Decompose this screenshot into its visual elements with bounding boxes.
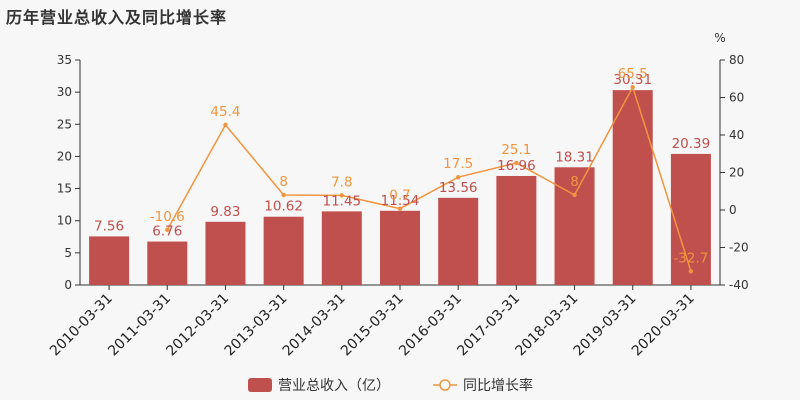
line-data-label: 17.5 [443, 156, 473, 172]
bar-data-label: 9.83 [210, 204, 240, 220]
line-data-label: 0.7 [389, 188, 410, 204]
bar-data-label: 16.96 [497, 158, 536, 174]
legend-bar-label: 营业总收入（亿） [278, 378, 390, 394]
bar [496, 175, 537, 285]
bar-data-label: 13.56 [439, 180, 478, 196]
line-data-label: 25.1 [501, 142, 531, 158]
line-data-label: 65.5 [618, 66, 648, 82]
bar-data-label: 11.54 [381, 193, 420, 209]
bar [321, 211, 362, 285]
bar-data-label: 30.31 [613, 72, 652, 88]
y-right-tick-label: 60 [729, 91, 744, 105]
bar [89, 236, 130, 285]
line-data-label: 7.8 [331, 174, 352, 190]
bar [612, 90, 653, 286]
growth-line [166, 85, 692, 272]
bar [263, 216, 304, 285]
x-tick-label: 2020-03-31 [629, 291, 698, 360]
y-right-tick-label: 80 [729, 53, 744, 67]
bar-data-label: 11.45 [322, 193, 361, 209]
y-right-tick-label: -40 [729, 278, 749, 292]
y-left-tick-label: 10 [57, 214, 72, 228]
bar [670, 153, 711, 285]
y-right-tick-label: 0 [729, 203, 737, 217]
line-data-label: 45.4 [210, 104, 240, 120]
line-point [165, 227, 170, 233]
bar-data-label: 6.76 [152, 224, 182, 240]
line-data-label: 8 [570, 174, 579, 190]
bar [205, 221, 246, 285]
line-point [630, 84, 635, 90]
y-left-tick-label: 35 [57, 53, 72, 67]
line-point [281, 192, 286, 198]
bar [380, 210, 420, 285]
legend-line-marker [439, 379, 451, 391]
y-right-unit: % [714, 31, 725, 45]
line-point [688, 269, 694, 274]
y-left-tick-label: 30 [57, 85, 72, 99]
line-point [397, 206, 403, 211]
y-left-tick-label: 5 [64, 246, 72, 260]
line-point [223, 122, 228, 128]
y-left-tick-label: 20 [57, 149, 72, 163]
bar-data-label: 7.56 [94, 218, 124, 234]
line-data-label: 8 [279, 174, 288, 190]
legend-bar-swatch [248, 378, 272, 392]
line-point [572, 192, 577, 198]
bar-data-label: 20.39 [672, 136, 711, 152]
line-point [339, 193, 345, 198]
y-right-tick-label: -20 [729, 241, 749, 255]
y-left-tick-label: 25 [57, 117, 72, 131]
bar [147, 241, 188, 285]
bar-data-label: 18.31 [555, 149, 594, 165]
bar-data-label: 10.62 [264, 199, 303, 215]
bar [438, 197, 479, 285]
line-data-label: -32.7 [673, 250, 708, 266]
y-right-tick-label: 40 [729, 128, 744, 142]
line-point [455, 174, 461, 180]
legend-line-label: 同比增长率 [463, 377, 533, 394]
chart-title: 历年营业总收入及同比增长率 [6, 8, 228, 27]
y-left-tick-label: 15 [57, 182, 72, 196]
y-right-tick-label: 20 [729, 166, 744, 180]
line-point [514, 160, 519, 166]
y-left-tick-label: 0 [64, 278, 72, 292]
line-data-label: -10.6 [150, 209, 185, 225]
